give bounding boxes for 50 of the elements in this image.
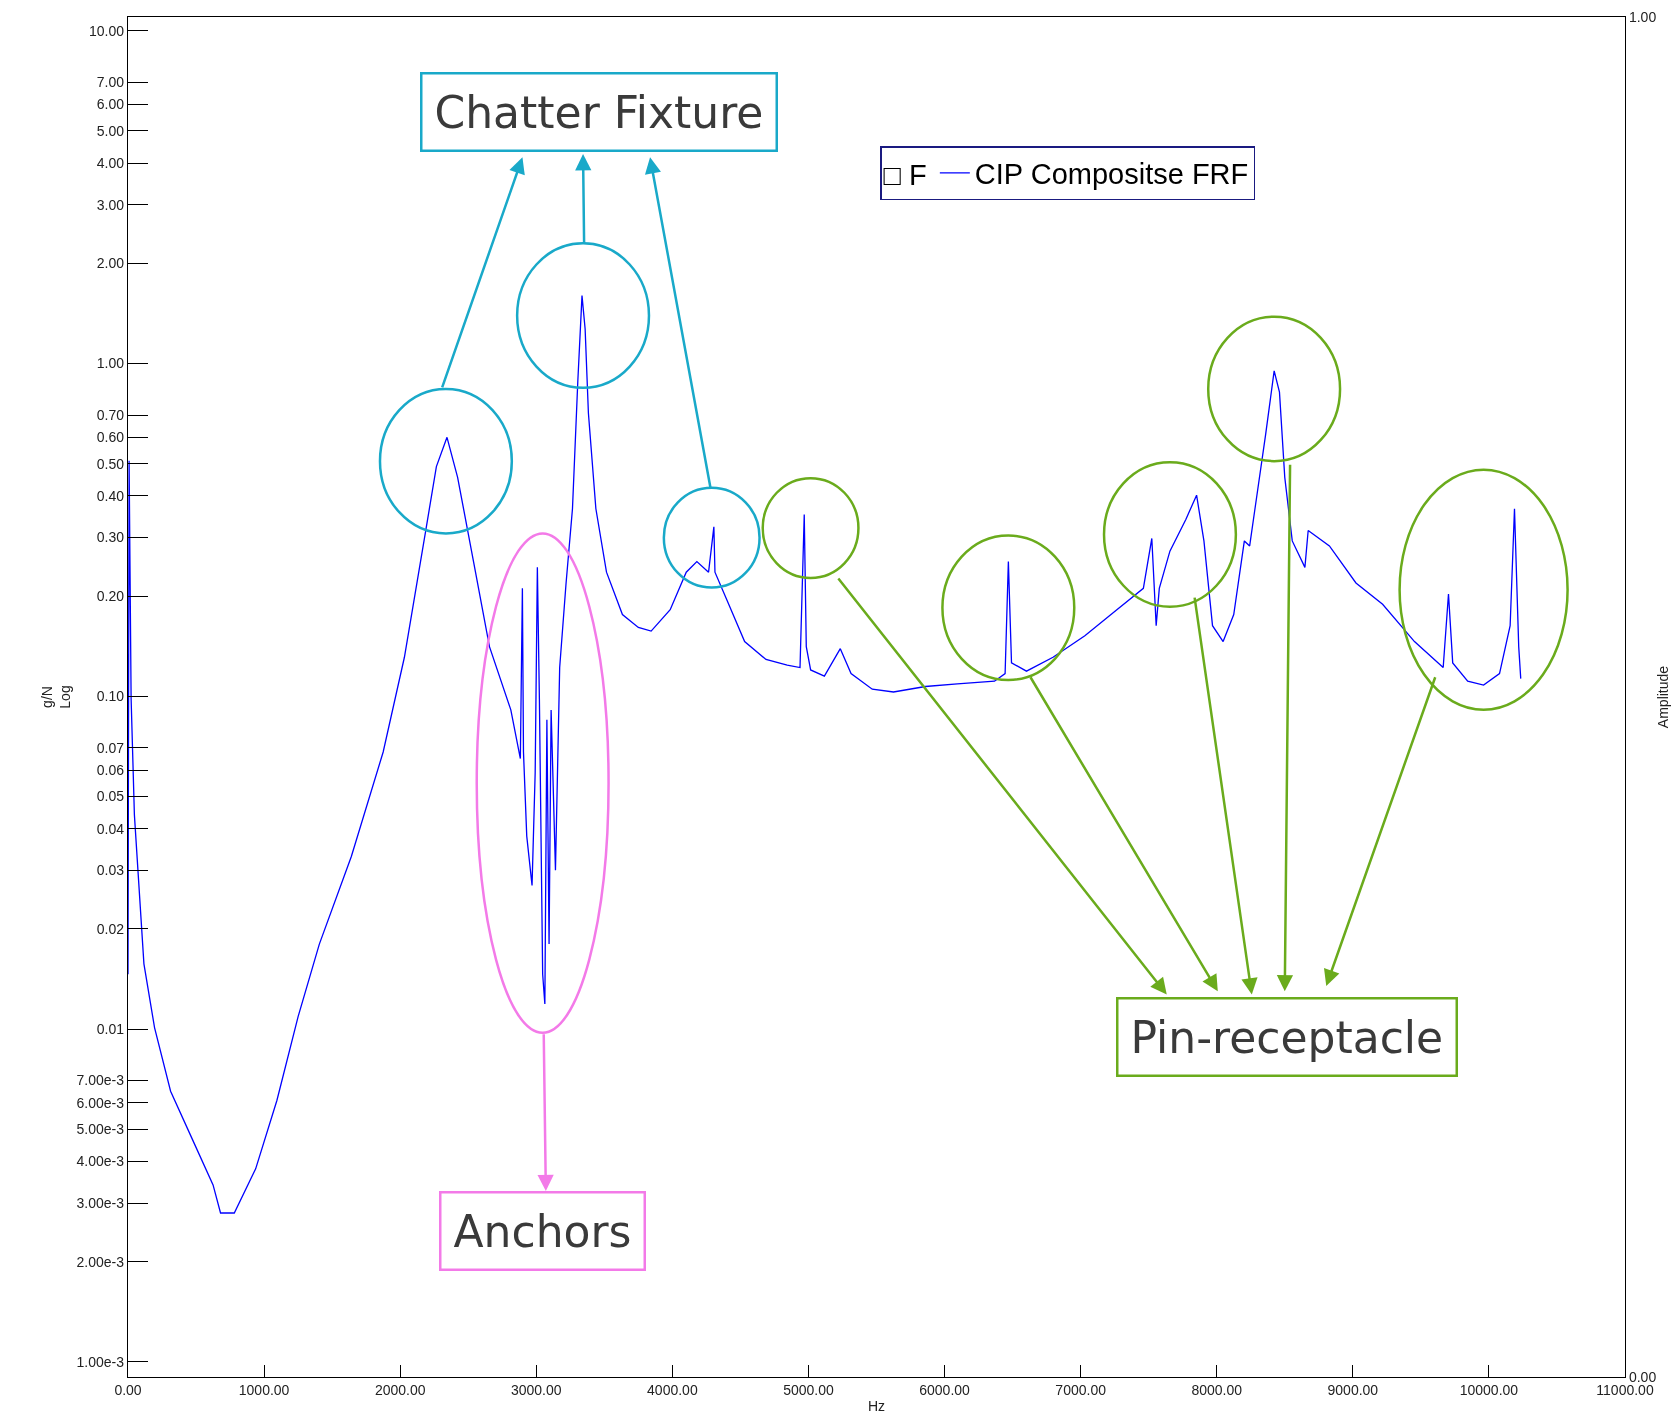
y-tick-label: 0.30 (96, 529, 125, 546)
x-tick-label: 2000.00 (374, 1381, 426, 1398)
y-tick-label: 5.00e-3 (76, 1121, 125, 1138)
x-tick-label: 8000.00 (1191, 1381, 1243, 1398)
y-tick-label: 3.00e-3 (76, 1194, 125, 1211)
y-tick-label: 0.05 (96, 788, 125, 805)
y-tick-label: 0.04 (96, 820, 125, 837)
y-tick-label: 0.01 (96, 1020, 125, 1037)
x-tick-label: 1000.00 (238, 1381, 290, 1398)
y-tick-label: 1.00e-3 (76, 1353, 125, 1370)
y-tick-label: 0.60 (96, 429, 125, 446)
y-axis-title: g/N Log (38, 685, 74, 709)
y-tick-label: 1.00 (96, 355, 125, 372)
x-tick-label: 3000.00 (510, 1381, 562, 1398)
y-tick-label: 7.00 (96, 74, 125, 91)
y-tick-label: 0.06 (96, 761, 125, 778)
annotation: Pin-receptacle (1130, 1011, 1444, 1063)
y-tick-label: 4.00e-3 (76, 1153, 125, 1170)
y-tick-label: 2.00 (96, 255, 125, 272)
x-tick-label: 6000.00 (919, 1381, 971, 1398)
x-tick-label: 10000.00 (1459, 1381, 1519, 1398)
line-series (128, 294, 1522, 1214)
y-tick-label: 0.20 (96, 588, 125, 605)
x-tick-label: 9000.00 (1327, 1381, 1379, 1398)
y-tick-label: 0.50 (96, 455, 125, 472)
annotation: Chatter Fixture (434, 86, 764, 138)
y-tick-label: 0.40 (96, 487, 125, 504)
x-tick-label: 5000.00 (783, 1381, 834, 1398)
x-tick-label: 4000.00 (647, 1381, 698, 1398)
legend-title: □ F (883, 159, 927, 192)
y-tick-label: 4.00 (96, 155, 125, 172)
y-tick-label: 0.70 (96, 406, 125, 423)
y-tick-label: 2.00e-3 (76, 1253, 125, 1270)
y-tick-label: 0.03 (96, 862, 125, 879)
y-tick-label: 5.00 (96, 122, 125, 139)
legend-label: CIP Compositse FRF (974, 158, 1249, 191)
x-axis-title: Hz (867, 1398, 886, 1415)
y2-tick-label: 1.00 (1628, 8, 1657, 25)
y-tick-label: 10.00 (89, 22, 125, 39)
y-tick-label: 3.00 (96, 196, 125, 213)
x-tick-label: 7000.00 (1055, 1381, 1107, 1398)
y-tick-label: 6.00e-3 (76, 1094, 125, 1111)
y-tick-label: 6.00 (96, 96, 125, 113)
y-tick-label: 0.07 (96, 739, 125, 756)
x-tick-label: 0.00 (114, 1381, 142, 1398)
annotation: Anchors (453, 1205, 632, 1257)
y-tick-label: 0.10 (96, 688, 125, 705)
y2-axis-title: Amplitude (1654, 665, 1671, 729)
y-tick-label: 0.02 (96, 920, 125, 937)
y-tick-label: 7.00e-3 (76, 1072, 125, 1089)
